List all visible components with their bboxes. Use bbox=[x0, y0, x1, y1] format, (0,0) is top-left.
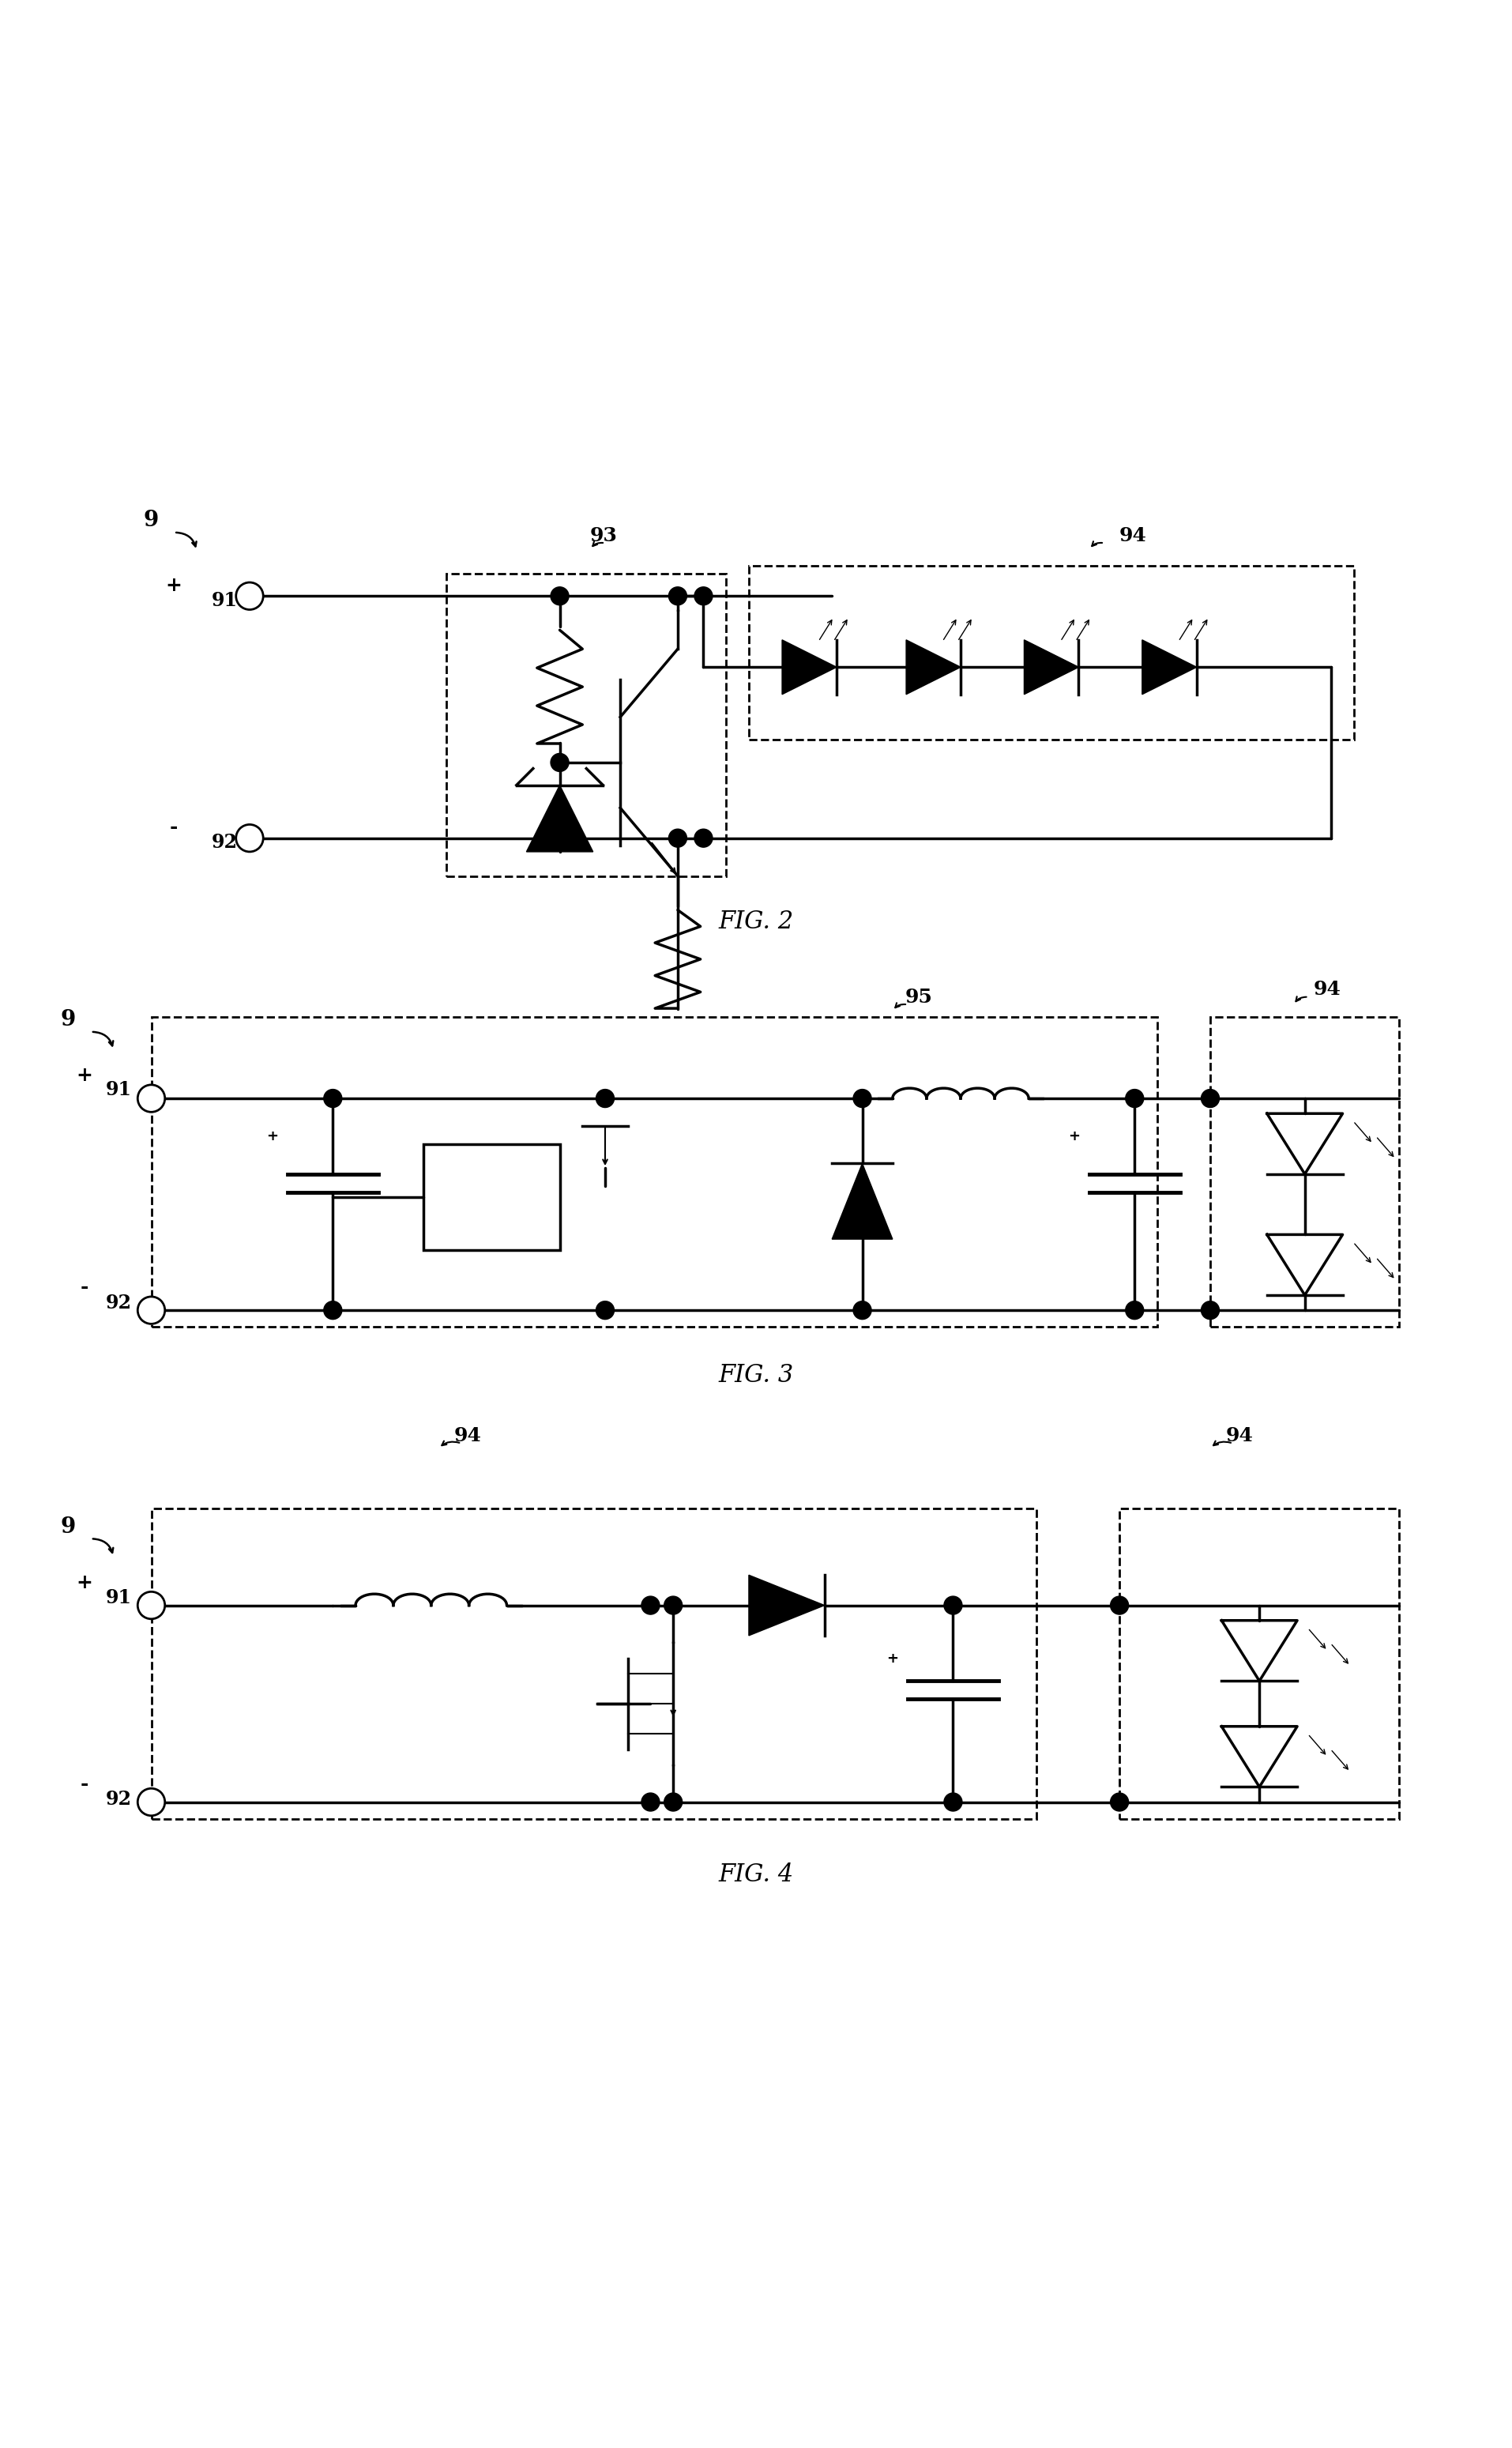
Circle shape bbox=[641, 1596, 659, 1613]
Circle shape bbox=[236, 583, 263, 610]
Text: +: + bbox=[166, 575, 181, 595]
Text: 92: 92 bbox=[106, 1789, 132, 1809]
Circle shape bbox=[853, 1302, 871, 1319]
Text: +: + bbox=[1067, 1129, 1080, 1143]
Polygon shape bbox=[1142, 639, 1196, 695]
Circle shape bbox=[641, 1792, 659, 1812]
Circle shape bbox=[236, 825, 263, 852]
Circle shape bbox=[1201, 1089, 1219, 1106]
Text: 93: 93 bbox=[590, 526, 617, 546]
Circle shape bbox=[596, 1302, 614, 1319]
Circle shape bbox=[664, 1792, 682, 1812]
Text: 94: 94 bbox=[454, 1427, 481, 1444]
Circle shape bbox=[138, 1789, 165, 1816]
Bar bbox=[1210, 1016, 1399, 1327]
Polygon shape bbox=[748, 1574, 824, 1635]
Text: 91: 91 bbox=[106, 1589, 132, 1608]
Text: 94: 94 bbox=[1119, 526, 1146, 546]
Circle shape bbox=[138, 1591, 165, 1618]
Text: 95: 95 bbox=[904, 987, 931, 1006]
Text: 9: 9 bbox=[60, 1009, 76, 1031]
Text: -: - bbox=[80, 1775, 89, 1794]
Circle shape bbox=[1125, 1089, 1143, 1106]
Circle shape bbox=[1201, 1302, 1219, 1319]
Circle shape bbox=[668, 588, 686, 605]
Circle shape bbox=[550, 754, 569, 771]
Polygon shape bbox=[782, 639, 836, 695]
Text: 9: 9 bbox=[144, 509, 159, 531]
Text: 91: 91 bbox=[106, 1080, 132, 1099]
Polygon shape bbox=[1222, 1726, 1297, 1787]
Text: FIG. 4: FIG. 4 bbox=[718, 1863, 794, 1887]
Text: +: + bbox=[77, 1067, 92, 1084]
Polygon shape bbox=[1222, 1621, 1297, 1682]
Circle shape bbox=[668, 830, 686, 847]
Text: 92: 92 bbox=[212, 832, 237, 852]
Circle shape bbox=[138, 1084, 165, 1111]
Bar bbox=[446, 573, 726, 876]
Bar bbox=[1119, 1508, 1399, 1819]
Text: FIG. 3: FIG. 3 bbox=[718, 1364, 794, 1388]
Circle shape bbox=[853, 1089, 871, 1106]
Bar bbox=[748, 565, 1353, 739]
Text: FIG. 2: FIG. 2 bbox=[718, 908, 794, 933]
Text: -: - bbox=[80, 1278, 89, 1297]
Text: +: + bbox=[266, 1129, 278, 1143]
Text: 9: 9 bbox=[60, 1515, 76, 1537]
Circle shape bbox=[1110, 1792, 1128, 1812]
Text: +: + bbox=[886, 1652, 898, 1665]
Circle shape bbox=[324, 1089, 342, 1106]
Circle shape bbox=[550, 588, 569, 605]
Text: 91: 91 bbox=[212, 590, 237, 610]
Bar bbox=[151, 1508, 1036, 1819]
Circle shape bbox=[1110, 1596, 1128, 1613]
Circle shape bbox=[694, 588, 712, 605]
Circle shape bbox=[943, 1596, 962, 1613]
Text: -: - bbox=[169, 818, 178, 837]
Text: +: + bbox=[77, 1574, 92, 1591]
Polygon shape bbox=[1024, 639, 1078, 695]
Circle shape bbox=[324, 1302, 342, 1319]
Polygon shape bbox=[1267, 1234, 1343, 1295]
Text: 94: 94 bbox=[1312, 979, 1340, 999]
Circle shape bbox=[1125, 1302, 1143, 1319]
Polygon shape bbox=[832, 1163, 892, 1239]
Bar bbox=[151, 1016, 1157, 1327]
Circle shape bbox=[943, 1792, 962, 1812]
Text: 94: 94 bbox=[1225, 1427, 1252, 1444]
Circle shape bbox=[694, 830, 712, 847]
Polygon shape bbox=[906, 639, 960, 695]
Circle shape bbox=[664, 1596, 682, 1613]
Circle shape bbox=[596, 1089, 614, 1106]
Text: 92: 92 bbox=[106, 1293, 132, 1312]
Circle shape bbox=[138, 1297, 165, 1324]
Bar bbox=[423, 1143, 559, 1251]
Polygon shape bbox=[526, 786, 593, 852]
Polygon shape bbox=[1267, 1114, 1343, 1175]
